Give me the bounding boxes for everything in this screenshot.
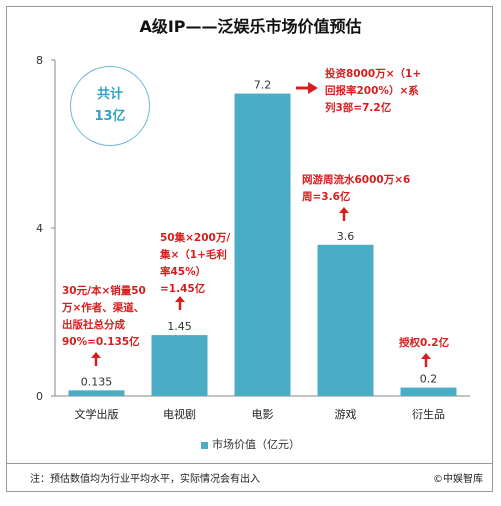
- data-label: 7.2: [254, 79, 272, 92]
- bar-1: [68, 390, 125, 396]
- x-tick-label: 电视剧: [163, 407, 196, 421]
- arrow-film-head: [308, 82, 318, 94]
- x-tick-label: 衍生品: [412, 407, 445, 421]
- bar-4: [317, 244, 374, 396]
- bar-5: [400, 387, 457, 396]
- data-label: 0.2: [420, 373, 438, 386]
- legend-label: 市场价值（亿元）: [212, 438, 300, 451]
- bar-2: [151, 335, 208, 396]
- arrow-books-head: [91, 352, 101, 358]
- source-credit: ©中娱智库: [433, 474, 483, 485]
- footnote: 注：预估数值均为行业平均水平，实际情况会有出入: [30, 474, 260, 485]
- total-badge: 共计 13亿: [70, 66, 150, 146]
- data-label: 1.45: [167, 320, 192, 333]
- bar-3: [234, 93, 291, 396]
- arrow-tv-head: [175, 296, 185, 302]
- arrow-merch-head: [421, 353, 431, 359]
- x-tick-label: 电影: [252, 408, 274, 421]
- y-tick-label: 0: [36, 390, 43, 403]
- legend: 市场价值（亿元）: [0, 436, 501, 452]
- legend-swatch: [201, 441, 208, 449]
- chart-title: A级IP——泛娱乐市场价值预估: [139, 17, 362, 36]
- data-label: 0.135: [81, 375, 113, 388]
- total-badge-label: 共计: [96, 87, 123, 102]
- annotation-tv: 50集×200万/ 集×（1+毛利 率45%） =1.45亿: [160, 232, 231, 295]
- chart-frame: [6, 6, 493, 492]
- annotation-merch: 授权0.2亿: [399, 337, 450, 349]
- arrow-game-head: [339, 207, 349, 213]
- footer-divider: [7, 463, 492, 464]
- annotation-film: 投资8000万×（1+ 回报率200%）×系 列3部=7.2亿: [325, 68, 422, 114]
- y-tick-label: 4: [36, 222, 43, 235]
- x-tick-label: 文学出版: [75, 407, 119, 421]
- x-tick-label: 游戏: [335, 408, 357, 421]
- total-badge-value: 13亿: [94, 109, 126, 124]
- annotation-game: 网游周流水6000万×6 周=3.6亿: [302, 174, 411, 203]
- y-tick-label: 8: [36, 54, 43, 67]
- data-label: 3.6: [337, 230, 355, 243]
- annotation-books: 30元/本×销量50 万×作者、渠道、 出版社总分成 90%=0.135亿: [62, 285, 146, 348]
